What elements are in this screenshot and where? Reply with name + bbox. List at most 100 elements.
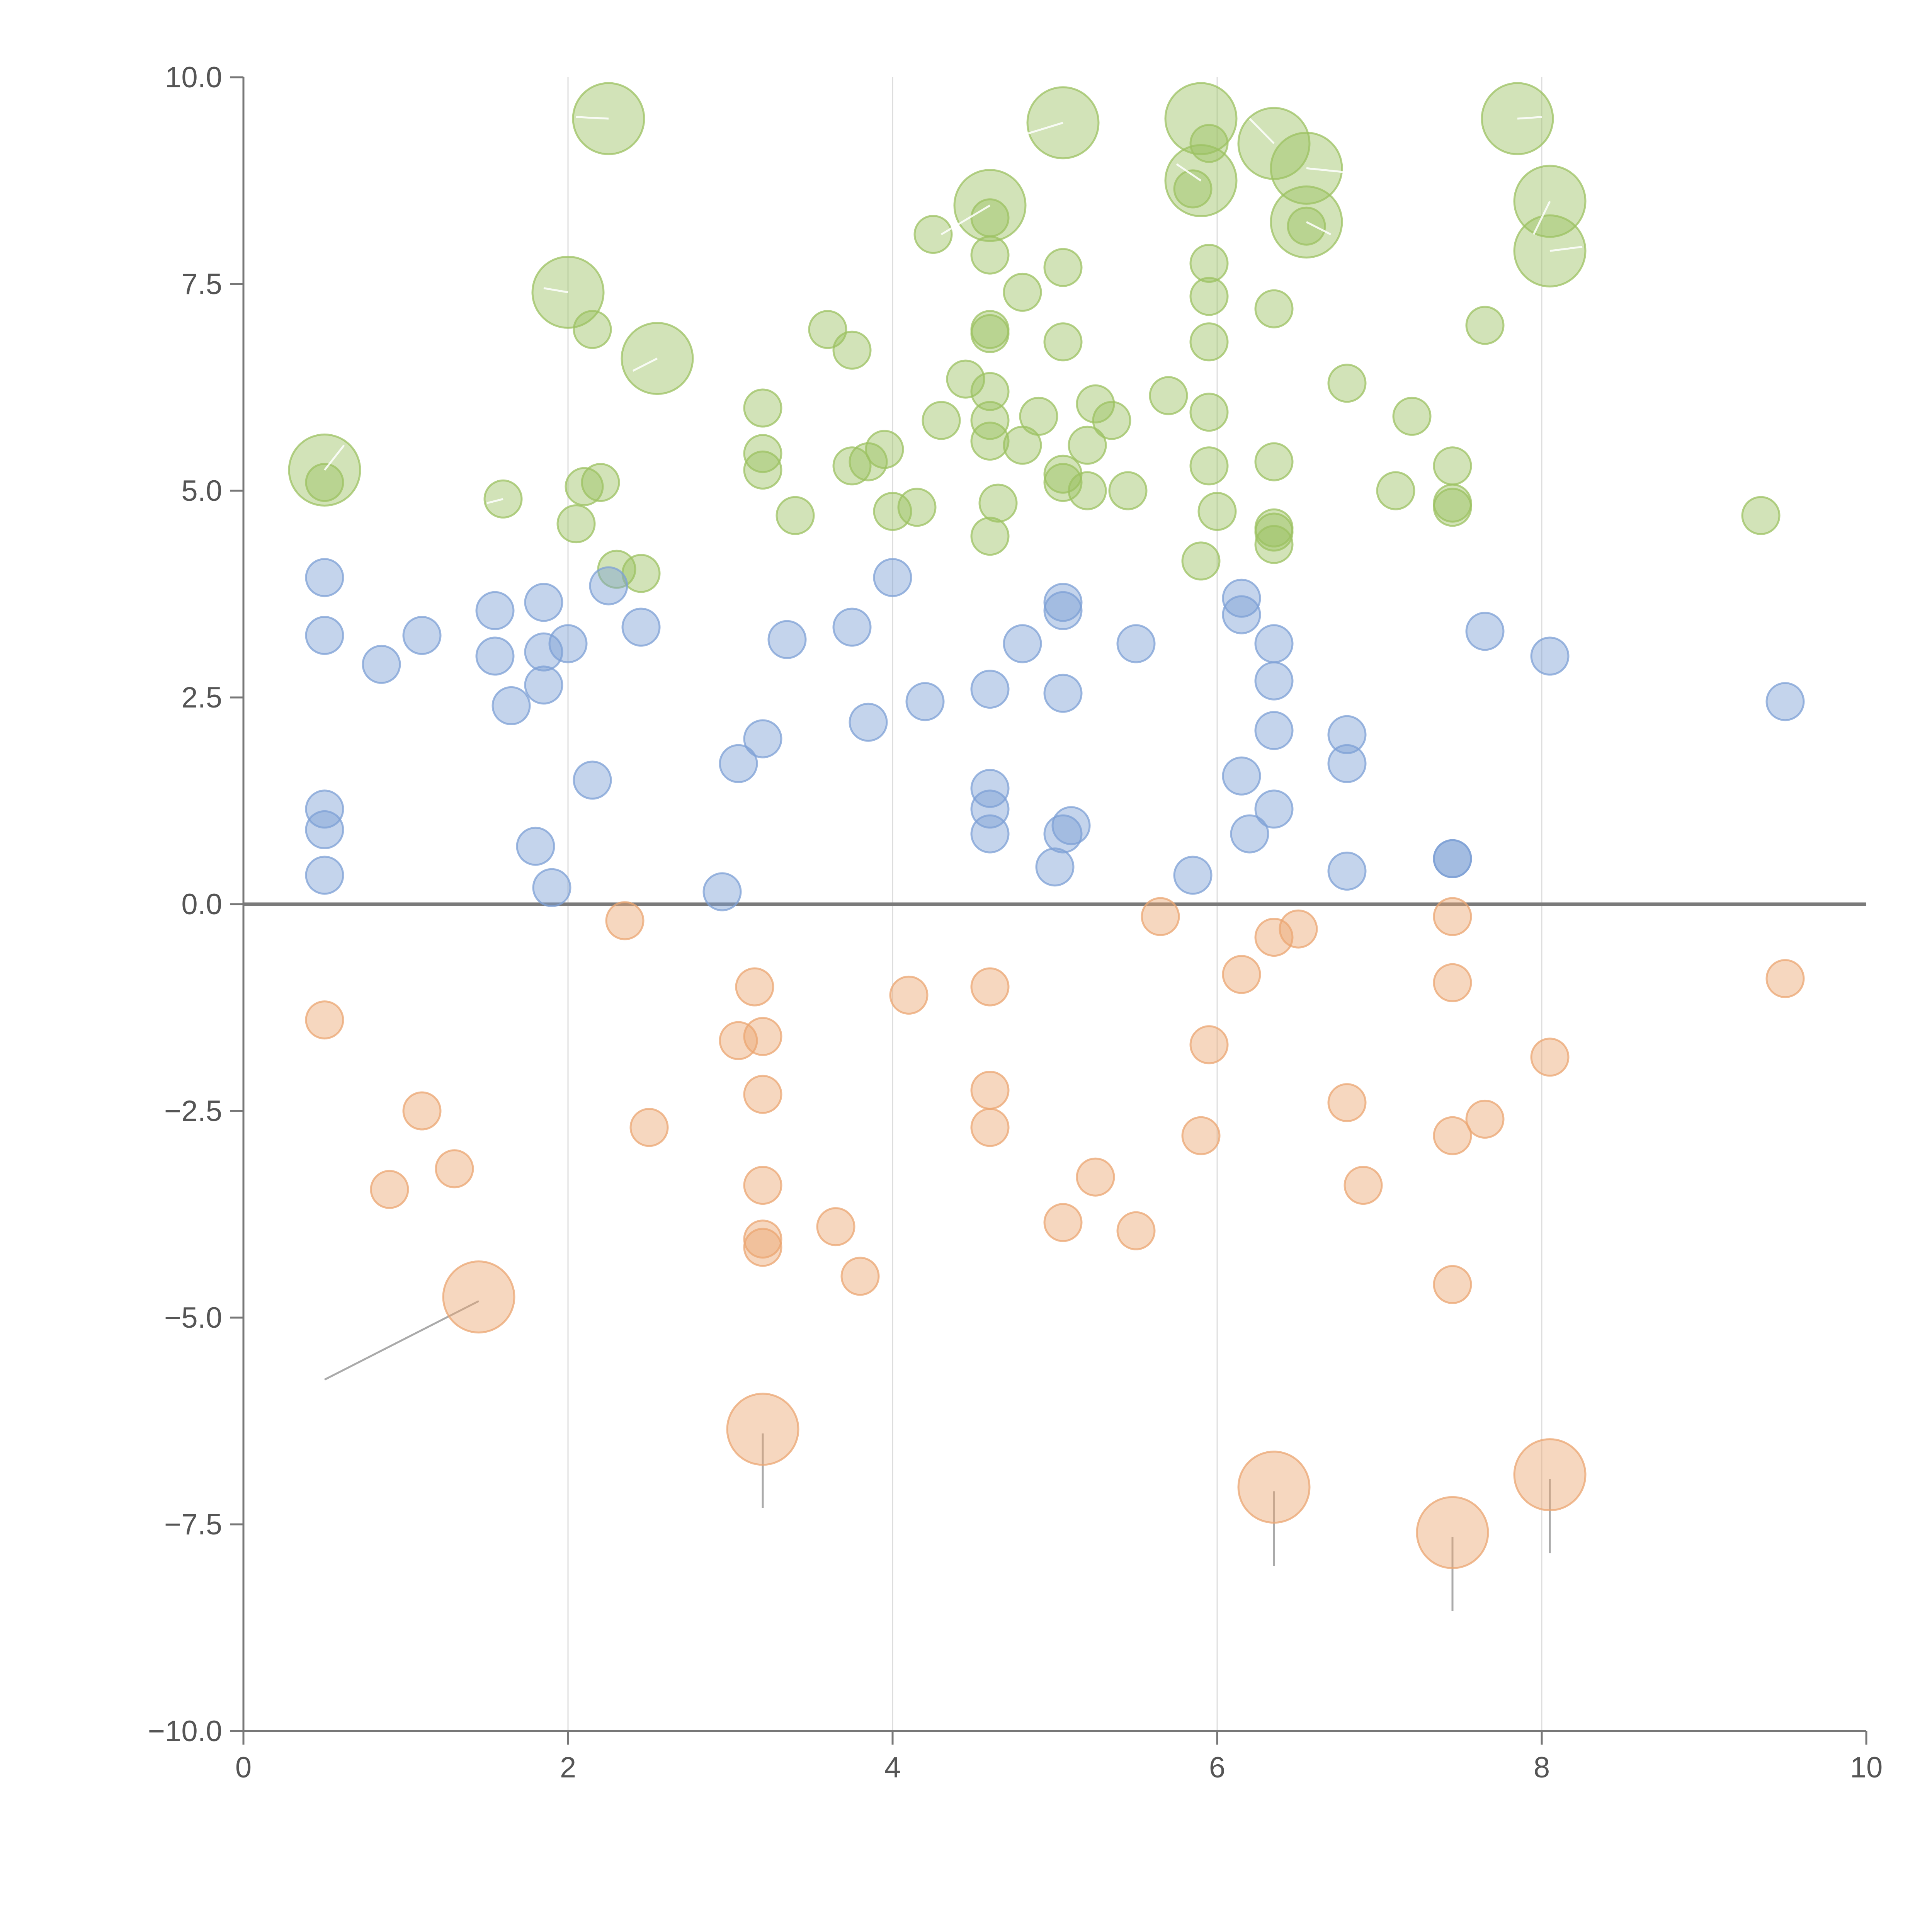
blue-point: [475, 636, 515, 676]
green-point: [1741, 496, 1781, 535]
blue-point: [524, 583, 563, 622]
green-point: [873, 492, 912, 531]
blue-point: [305, 810, 344, 849]
y-tick-label: −2.5: [164, 1095, 222, 1128]
blue-point: [589, 566, 628, 605]
orange-point: [1433, 963, 1472, 1002]
green-point: [970, 198, 1010, 238]
green-point: [305, 463, 344, 502]
green-point: [1043, 248, 1083, 287]
green-point: [1092, 401, 1131, 440]
blue-point: [1043, 591, 1083, 630]
green-point: [865, 430, 904, 469]
green-point: [1465, 306, 1505, 345]
callout-line-light: [1549, 246, 1583, 252]
x-tick-label: 6: [1209, 1751, 1225, 1784]
blue-point: [573, 760, 612, 800]
green-point: [1287, 206, 1326, 246]
green-point: [1327, 364, 1367, 403]
green-point: [743, 434, 782, 473]
orange-point: [743, 1017, 782, 1056]
x-tick-label: 8: [1534, 1751, 1550, 1784]
blue-point: [1116, 624, 1156, 663]
blue-point: [524, 632, 563, 672]
blue-point: [767, 620, 807, 659]
y-tick-label: −7.5: [164, 1508, 222, 1541]
orange-point: [970, 967, 1010, 1007]
x-tick-label: 4: [884, 1751, 901, 1784]
orange-point: [1076, 1157, 1115, 1197]
y-tick-label: 10.0: [165, 61, 222, 94]
orange-point: [1043, 1203, 1083, 1242]
callout-line-light: [1176, 163, 1202, 182]
y-tick-label: −5.0: [164, 1301, 222, 1334]
y-tick-label: 5.0: [181, 474, 222, 507]
blue-point: [1173, 855, 1213, 895]
blue-point: [1327, 715, 1367, 754]
green-point: [1043, 322, 1083, 362]
orange-point: [1181, 1116, 1221, 1155]
orange-point: [1279, 909, 1318, 949]
y-tick-label: 2.5: [181, 681, 222, 714]
blue-point: [1327, 744, 1367, 783]
green-point: [1076, 384, 1115, 423]
orange-point: [1433, 1265, 1472, 1304]
blue-point: [873, 558, 912, 597]
blue-point: [1327, 851, 1367, 891]
y-tick-label: −10.0: [148, 1715, 222, 1748]
green-point: [1376, 471, 1415, 510]
green-point: [1043, 463, 1083, 502]
green-point: [1254, 289, 1294, 328]
green-point: [970, 235, 1010, 275]
green-point: [1181, 541, 1221, 581]
blue-point: [1043, 583, 1083, 622]
x-tick-label: 10: [1850, 1751, 1883, 1784]
orange-point: [1513, 1438, 1587, 1512]
callout-line-light: [1022, 122, 1063, 136]
orange-point: [1327, 1083, 1367, 1122]
blue-point: [1043, 673, 1083, 713]
green-point: [849, 442, 888, 481]
blue-point: [970, 769, 1010, 808]
blue-point: [1035, 847, 1075, 887]
blue-point: [1465, 612, 1505, 651]
blue-point: [1254, 711, 1294, 750]
green-point: [1164, 82, 1238, 155]
orange-point: [743, 1166, 782, 1205]
orange-point: [370, 1170, 409, 1209]
blue-point: [1043, 814, 1083, 854]
green-point: [1068, 471, 1107, 510]
green-point: [1254, 442, 1294, 481]
blue-point: [970, 814, 1010, 854]
y-tick-label: 0.0: [181, 888, 222, 921]
green-point: [581, 463, 620, 502]
orange-point: [305, 1000, 344, 1040]
orange-point: [1433, 1116, 1472, 1155]
callout-line: [324, 1300, 480, 1381]
orange-point: [1237, 1451, 1311, 1524]
orange-point: [1530, 1037, 1570, 1077]
callout-line-light: [324, 444, 345, 471]
blue-point: [532, 868, 571, 907]
blue-point: [1254, 624, 1294, 663]
blue-point: [524, 665, 563, 705]
orange-point: [1416, 1496, 1489, 1569]
blue-point: [1254, 661, 1294, 701]
orange-point: [816, 1207, 855, 1247]
blue-point: [1230, 814, 1269, 854]
blue-point: [402, 616, 442, 655]
green-point: [1149, 376, 1188, 415]
orange-point: [726, 1393, 799, 1466]
orange-point: [1222, 955, 1261, 994]
callout-line-light: [940, 204, 991, 235]
blue-point: [1765, 682, 1805, 721]
blue-point: [1051, 806, 1091, 845]
orange-point: [743, 1075, 782, 1114]
green-point: [922, 401, 961, 440]
blue-point: [1222, 595, 1261, 634]
orange-point: [889, 975, 929, 1015]
blue-point: [492, 686, 531, 725]
blue-point: [905, 682, 945, 721]
orange-point: [442, 1260, 515, 1333]
